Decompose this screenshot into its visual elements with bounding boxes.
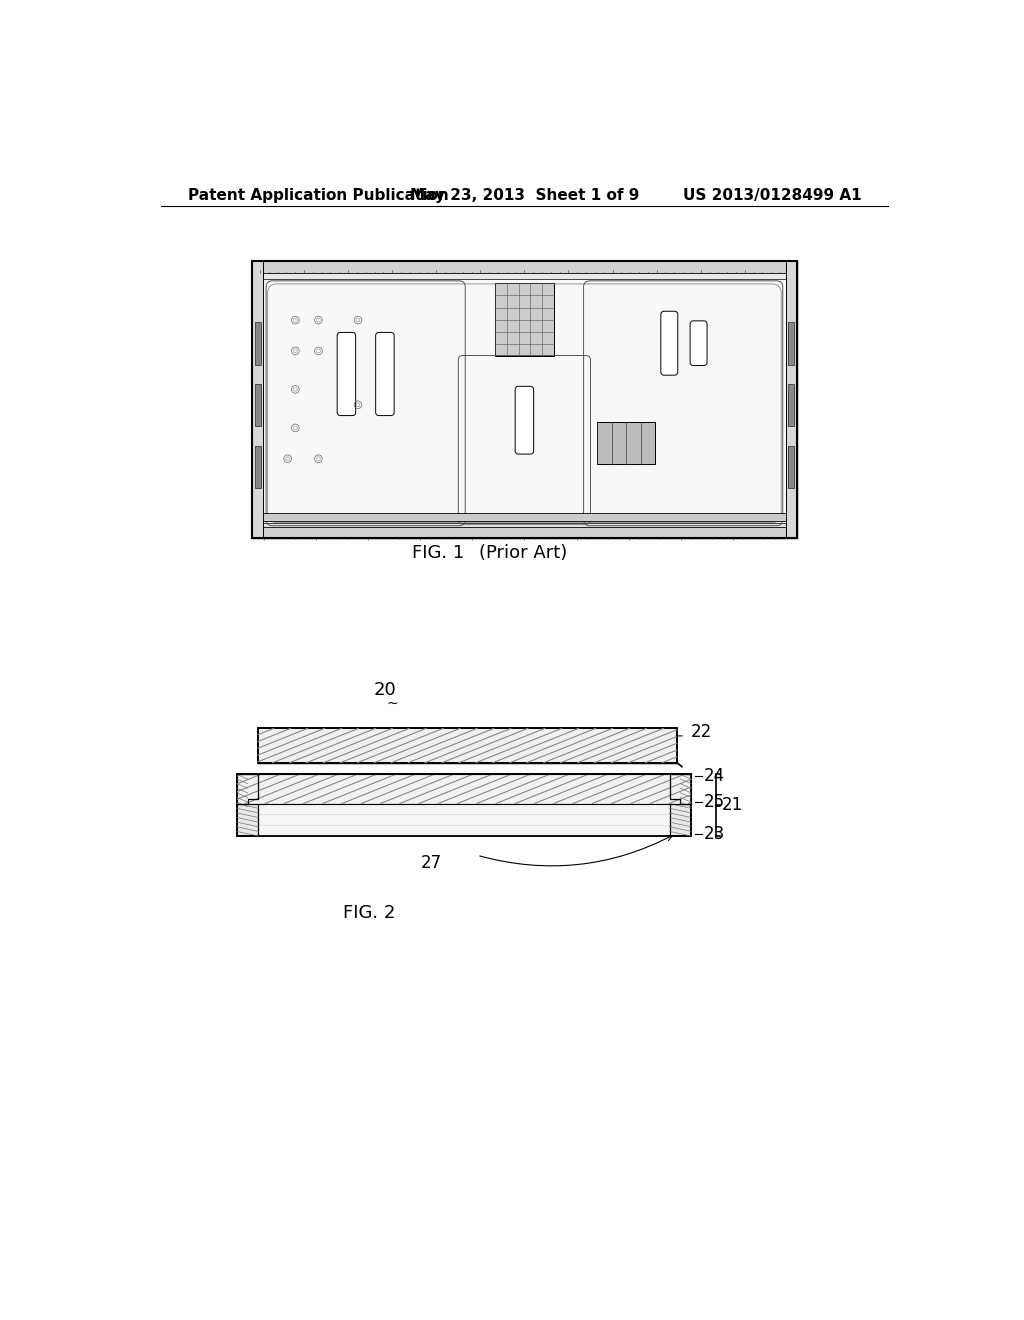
Bar: [237, 775, 691, 836]
Text: May 23, 2013  Sheet 1 of 9: May 23, 2013 Sheet 1 of 9: [411, 187, 639, 203]
FancyBboxPatch shape: [376, 333, 394, 416]
Bar: [252, 261, 797, 273]
Bar: [255, 384, 261, 426]
FancyBboxPatch shape: [515, 387, 534, 454]
Text: 20: 20: [374, 681, 396, 698]
Text: 22: 22: [691, 723, 713, 741]
Bar: [255, 446, 261, 488]
Text: 23: 23: [705, 825, 725, 842]
FancyBboxPatch shape: [660, 312, 678, 375]
Text: 25: 25: [705, 793, 725, 810]
FancyBboxPatch shape: [690, 321, 707, 366]
Bar: [252, 523, 797, 527]
Bar: [263, 513, 785, 521]
FancyBboxPatch shape: [337, 333, 355, 416]
Text: (Prior Art): (Prior Art): [479, 544, 567, 561]
Bar: [785, 261, 797, 539]
Text: Patent Application Publication: Patent Application Publication: [188, 187, 450, 203]
Bar: [237, 775, 691, 836]
Bar: [252, 261, 797, 539]
Bar: [597, 422, 655, 465]
Bar: [258, 804, 670, 836]
Text: FIG. 1: FIG. 1: [413, 544, 465, 561]
Bar: [252, 527, 797, 539]
Bar: [258, 729, 677, 763]
Text: FIG. 2: FIG. 2: [343, 904, 395, 921]
Bar: [496, 284, 554, 356]
Bar: [252, 261, 263, 539]
Text: 27: 27: [420, 854, 441, 873]
Bar: [258, 729, 677, 763]
Bar: [252, 261, 797, 539]
Bar: [788, 322, 795, 364]
Bar: [788, 446, 795, 488]
Bar: [788, 384, 795, 426]
Text: ~: ~: [386, 697, 398, 710]
Bar: [237, 775, 691, 804]
Text: 21: 21: [722, 796, 743, 814]
Bar: [255, 322, 261, 364]
Bar: [252, 273, 797, 280]
Text: US 2013/0128499 A1: US 2013/0128499 A1: [683, 187, 862, 203]
Text: 24: 24: [705, 767, 725, 785]
